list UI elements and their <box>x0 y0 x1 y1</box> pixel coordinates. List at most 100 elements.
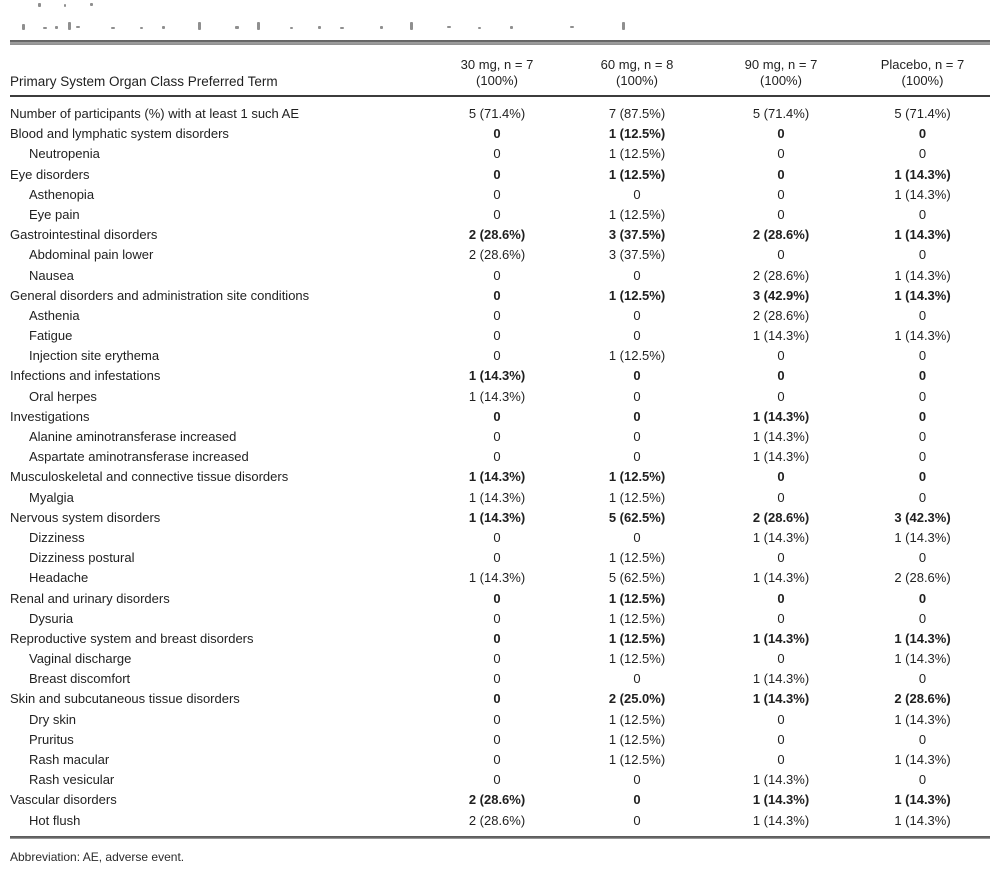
value-60mg: 2 (25.0%) <box>608 691 666 707</box>
table-bottom-rule <box>10 835 990 839</box>
value-60mg: 0 <box>633 671 641 687</box>
table-row: Neutropenia 0 1 (12.5%) 0 0 <box>10 144 990 164</box>
row-label: Aspartate aminotransferase increased <box>29 449 249 465</box>
table-row: Vascular disorders 2 (28.6%) 0 1 (14.3%)… <box>10 790 990 810</box>
value-90mg: 1 (14.3%) <box>752 691 810 707</box>
table-row: Vaginal discharge 0 1 (12.5%) 0 1 (14.3%… <box>10 649 990 669</box>
row-label: Neutropenia <box>29 146 100 162</box>
value-30mg: 0 <box>493 529 501 545</box>
table-footnote: Abbreviation: AE, adverse event. <box>10 849 185 864</box>
value-placebo: 1 (14.3%) <box>894 752 951 767</box>
value-60mg: 5 (62.5%) <box>608 570 666 586</box>
value-30mg: 0 <box>493 307 501 323</box>
table-row: Dysuria 0 1 (12.5%) 0 0 <box>10 609 990 629</box>
row-label: Infections and infestations <box>10 368 161 384</box>
row-label: Dizziness postural <box>29 550 135 566</box>
value-60mg: 7 (87.5%) <box>608 106 666 121</box>
value-placebo: 0 <box>918 469 927 485</box>
value-60mg: 1 (12.5%) <box>608 489 666 505</box>
value-90mg: 0 <box>777 247 785 263</box>
table-row: Gastrointestinal disorders 2 (28.6%) 3 (… <box>10 225 990 245</box>
table-row: Musculoskeletal and connective tissue di… <box>10 467 990 487</box>
value-30mg: 0 <box>493 550 501 566</box>
value-30mg: 2 (28.6%) <box>468 812 526 828</box>
value-placebo: 1 (14.3%) <box>894 328 951 344</box>
header-col-60mg: 60 mg, n = 8 (100%) <box>567 57 707 89</box>
value-placebo: 0 <box>918 368 927 384</box>
value-30mg: 0 <box>493 429 501 444</box>
value-60mg: 1 (12.5%) <box>608 731 666 747</box>
table-row: General disorders and administration sit… <box>10 286 990 306</box>
table-body: Number of participants (%) with at least… <box>10 97 990 831</box>
table-top-rule <box>10 40 990 45</box>
value-placebo: 5 (71.4%) <box>894 106 951 121</box>
value-90mg: 1 (14.3%) <box>752 812 810 828</box>
row-label: Dysuria <box>29 610 74 626</box>
value-60mg: 0 <box>633 388 641 404</box>
row-label: Skin and subcutaneous tissue disorders <box>10 691 240 707</box>
row-label: Eye disorders <box>10 166 90 182</box>
header-label-column: Primary System Organ Class Preferred Ter… <box>10 74 278 89</box>
value-30mg: 0 <box>493 610 501 626</box>
header-col-30mg-line1: 30 mg, n = 7 <box>460 57 534 72</box>
value-60mg: 1 (12.5%) <box>608 348 666 364</box>
value-placebo: 0 <box>918 429 927 444</box>
value-placebo: 0 <box>918 388 927 404</box>
value-placebo: 0 <box>918 610 927 626</box>
table-row: Rash macular 0 1 (12.5%) 0 1 (14.3%) <box>10 750 990 770</box>
row-label: Investigations <box>10 408 90 424</box>
value-60mg: 3 (37.5%) <box>608 247 666 263</box>
value-90mg: 0 <box>777 550 785 566</box>
table-row: Investigations 0 0 1 (14.3%) 0 <box>10 407 990 427</box>
value-90mg: 0 <box>777 651 785 667</box>
value-placebo: 1 (14.3%) <box>894 711 951 727</box>
value-60mg: 0 <box>633 267 641 283</box>
row-label: General disorders and administration sit… <box>10 287 310 303</box>
row-label: Vaginal discharge <box>29 651 132 667</box>
value-30mg: 0 <box>493 590 501 606</box>
table-row: Injection site erythema 0 1 (12.5%) 0 0 <box>10 346 990 366</box>
header-col-30mg-line2: (100%) <box>476 73 518 88</box>
value-90mg: 0 <box>777 731 785 747</box>
header-col-placebo-line1: Placebo, n = 7 <box>880 57 965 72</box>
row-label: Alanine aminotransferase increased <box>29 429 237 444</box>
value-30mg: 0 <box>493 772 501 788</box>
value-30mg: 1 (14.3%) <box>468 570 526 586</box>
value-placebo: 1 (14.3%) <box>894 529 951 545</box>
row-label: Vascular disorders <box>10 792 117 808</box>
value-90mg: 0 <box>777 166 785 182</box>
header-col-placebo: Placebo, n = 7 (100%) <box>855 57 990 89</box>
value-60mg: 3 (37.5%) <box>608 227 666 243</box>
row-label: Myalgia <box>29 489 74 505</box>
table-row: Renal and urinary disorders 0 1 (12.5%) … <box>10 589 990 609</box>
value-placebo: 0 <box>918 449 927 465</box>
table-row: Rash vesicular 0 0 1 (14.3%) 0 <box>10 770 990 790</box>
value-placebo: 0 <box>918 772 927 788</box>
value-90mg: 0 <box>777 752 785 767</box>
value-90mg: 0 <box>777 206 785 222</box>
value-90mg: 1 (14.3%) <box>752 408 810 424</box>
table-row: Infections and infestations 1 (14.3%) 0 … <box>10 366 990 386</box>
value-placebo: 0 <box>918 489 927 505</box>
table-row: Dizziness postural 0 1 (12.5%) 0 0 <box>10 548 990 568</box>
value-60mg: 1 (12.5%) <box>608 590 666 606</box>
row-label: Blood and lymphatic system disorders <box>10 126 229 142</box>
row-label: Nervous system disorders <box>10 509 161 525</box>
value-90mg: 3 (42.9%) <box>752 287 810 303</box>
value-60mg: 0 <box>633 307 641 323</box>
value-30mg: 0 <box>493 287 501 303</box>
table-row: Fatigue 0 0 1 (14.3%) 1 (14.3%) <box>10 326 990 346</box>
value-60mg: 0 <box>633 772 641 788</box>
header-col-90mg-line2: (100%) <box>760 73 802 88</box>
value-30mg: 1 (14.3%) <box>468 509 526 525</box>
value-60mg: 5 (62.5%) <box>608 509 666 525</box>
value-90mg: 0 <box>777 590 785 606</box>
value-placebo: 1 (14.3%) <box>894 186 951 202</box>
cropped-caption-strip <box>10 0 990 40</box>
value-30mg: 0 <box>493 691 501 707</box>
value-60mg: 1 (12.5%) <box>608 146 666 162</box>
value-60mg: 1 (12.5%) <box>608 550 666 566</box>
table-header-row: Primary System Organ Class Preferred Ter… <box>10 45 990 95</box>
value-90mg: 0 <box>777 146 785 162</box>
value-30mg: 0 <box>493 267 501 283</box>
